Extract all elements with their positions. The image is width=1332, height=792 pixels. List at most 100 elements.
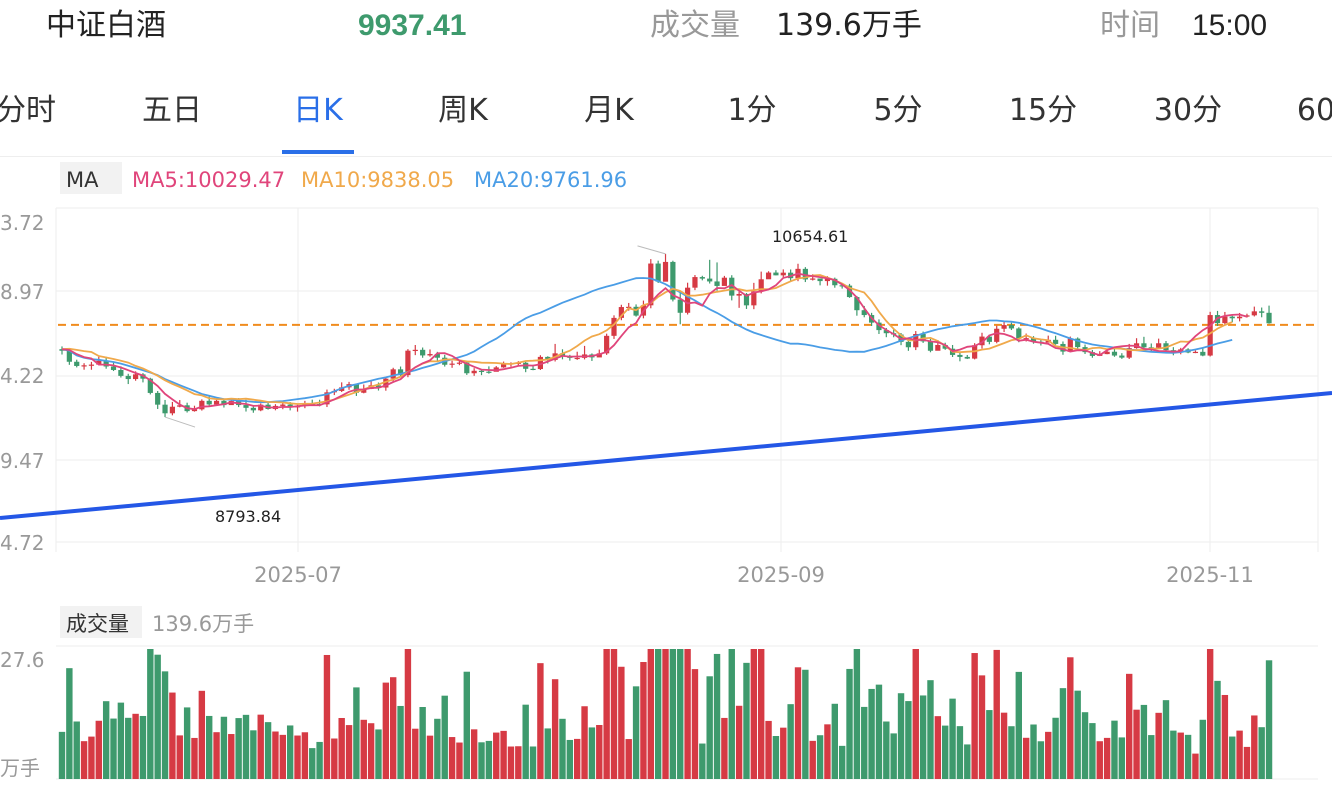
candle-body — [677, 299, 683, 313]
tab-daily-k[interactable]: 日K — [293, 93, 343, 128]
volume-tick-label: 万手 — [0, 756, 40, 780]
tab-5-min[interactable]: 5分 — [873, 93, 923, 128]
candle-body — [611, 317, 617, 336]
volume-bar — [1258, 727, 1265, 779]
volume-bar — [1103, 737, 1111, 779]
ma5-legend: MA5:10029.47 — [132, 168, 285, 192]
volume-bar — [1265, 660, 1273, 779]
tab-1-min[interactable]: 1分 — [727, 93, 777, 128]
candle-body — [633, 306, 639, 316]
volume-bar — [537, 663, 544, 779]
x-tick-label: 2025-11 — [1166, 563, 1254, 587]
candle-body — [824, 278, 831, 282]
volume-bar — [853, 649, 861, 779]
candle-body — [390, 369, 396, 379]
volume-bar — [765, 720, 772, 779]
candle-body — [1067, 338, 1073, 352]
volume-bar — [662, 649, 669, 779]
volume-bar — [824, 724, 831, 779]
volume-bar — [161, 671, 169, 779]
support-trendline — [0, 391, 1332, 520]
volume-label: 成交量 — [650, 8, 740, 43]
volume-bar — [1015, 671, 1022, 779]
volume-legend-label: 成交量 — [66, 612, 129, 636]
tab-monthly-k[interactable]: 月K — [584, 93, 634, 128]
time-value: 15:00 — [1192, 9, 1268, 42]
volume-bar — [1000, 712, 1008, 779]
candle-body — [191, 409, 198, 412]
volume-bar — [956, 726, 964, 779]
tab-intraday[interactable]: 分时 — [0, 93, 56, 128]
volume-bar — [912, 649, 919, 779]
candle-body — [964, 356, 970, 359]
candle-body — [604, 335, 610, 354]
volume-bar — [331, 738, 338, 779]
volume-bar — [1081, 712, 1089, 779]
tab-five-day[interactable]: 五日 — [142, 93, 202, 128]
candle-body — [66, 350, 72, 362]
volume-bar — [632, 686, 640, 779]
volume-bar — [838, 745, 846, 779]
volume-bar — [942, 725, 949, 779]
candle-body — [81, 365, 87, 367]
volume-bar — [610, 649, 618, 779]
volume-bar — [721, 717, 728, 779]
candle-body — [1259, 311, 1265, 313]
volume-bar — [551, 679, 559, 779]
volume-bar — [588, 727, 596, 779]
volume-bar — [515, 746, 522, 779]
volume-bar — [684, 649, 691, 779]
volume-bar — [713, 653, 721, 779]
volume-bar — [677, 649, 684, 779]
volume-bar — [927, 680, 934, 779]
candle-body — [280, 404, 286, 406]
volume-bar — [345, 725, 353, 779]
volume-bar — [816, 735, 824, 779]
volume-bar — [426, 735, 434, 779]
tab-weekly-k[interactable]: 周K — [438, 93, 488, 128]
volume-bar — [574, 738, 581, 779]
candle-body — [486, 371, 492, 373]
volume-bar — [654, 649, 662, 779]
volume-bar — [691, 669, 699, 779]
tab-15-min[interactable]: 15分 — [1008, 93, 1078, 128]
candle-body — [846, 285, 853, 298]
volume-bar — [110, 718, 117, 779]
candle-body — [405, 350, 411, 376]
candle-body — [383, 378, 389, 388]
candle-body — [854, 297, 860, 311]
candle-body — [662, 261, 669, 282]
candle-body — [199, 400, 205, 410]
volume-bar — [500, 730, 507, 779]
candle-body — [1001, 325, 1007, 329]
volume-bar — [390, 677, 397, 779]
candle-body — [147, 378, 153, 393]
volume-bar — [934, 716, 942, 779]
volume-bar — [279, 734, 286, 779]
ma-legend-bg — [60, 162, 122, 194]
volume-bar — [397, 705, 404, 779]
volume-bar — [301, 732, 309, 779]
volume-bar — [309, 748, 316, 779]
candle-body — [957, 354, 963, 357]
quote-header: 中证白酒 9937.41 成交量 139.6万手 时间 15:00 — [0, 0, 1332, 56]
candle-body — [118, 369, 124, 376]
candle-body — [596, 353, 602, 358]
volume-bar — [618, 666, 625, 779]
volume-bar — [470, 729, 478, 779]
high-label-leader — [637, 245, 666, 255]
x-tick-label: 2025-07 — [254, 563, 342, 587]
candle-body — [427, 354, 433, 356]
candle-body — [729, 277, 735, 296]
volume-bar — [743, 662, 750, 779]
volume-bar — [286, 725, 294, 779]
volume-bar — [206, 715, 213, 779]
ma5-line — [61, 272, 1248, 411]
low-label-leader — [164, 416, 196, 428]
tab-60-min[interactable]: 60 — [1296, 93, 1332, 128]
tab-30-min[interactable]: 30分 — [1153, 93, 1223, 128]
index-price: 9937.41 — [358, 9, 467, 42]
volume-bar — [566, 739, 574, 779]
candle-body — [258, 404, 264, 411]
candle-body — [110, 366, 117, 370]
